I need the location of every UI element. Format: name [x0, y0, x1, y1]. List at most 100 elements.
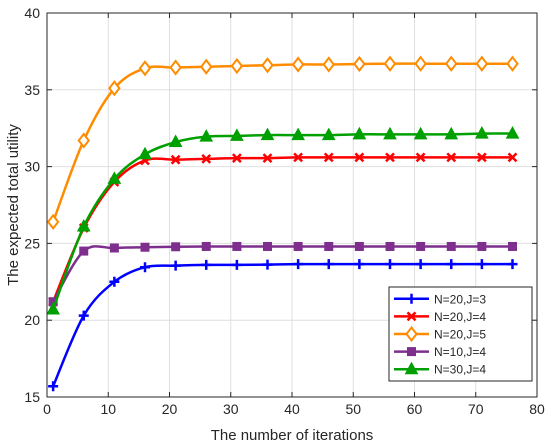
x-tick-label: 20 — [162, 401, 178, 417]
data-point — [231, 153, 242, 164]
data-point — [508, 241, 517, 251]
data-point — [506, 55, 519, 72]
data-point — [385, 152, 395, 163]
series-line — [52, 245, 513, 303]
legend-marker — [406, 311, 417, 322]
data-point — [416, 241, 426, 251]
x-tick-label: 30 — [223, 401, 239, 417]
data-point — [354, 259, 365, 270]
data-point — [291, 56, 305, 73]
legend-marker — [406, 293, 417, 304]
series-n-20-j-5 — [46, 55, 519, 231]
data-point — [170, 154, 181, 165]
y-tick-label: 30 — [24, 159, 40, 175]
data-point — [323, 152, 334, 163]
data-point — [170, 260, 181, 271]
y-tick-label: 20 — [24, 312, 40, 328]
x-axis-label: The number of iterations — [211, 427, 374, 444]
x-tick-label: 40 — [284, 401, 300, 417]
data-point — [385, 241, 395, 251]
data-point — [199, 58, 213, 75]
y-tick-label: 35 — [24, 82, 40, 98]
data-point — [324, 241, 334, 251]
data-point — [109, 276, 120, 287]
data-point — [169, 59, 182, 76]
data-point — [475, 55, 489, 72]
data-point — [232, 241, 242, 251]
data-point — [108, 80, 121, 97]
data-point — [260, 127, 275, 141]
data-point — [230, 128, 244, 141]
y-tick-label: 40 — [24, 5, 40, 21]
data-point — [475, 126, 489, 139]
data-point — [446, 241, 456, 251]
legend-label: N=20,J=5 — [434, 328, 486, 342]
data-point — [140, 242, 150, 252]
data-point — [476, 152, 487, 163]
data-point — [476, 259, 487, 270]
legend-item: N=20,J=3 — [394, 292, 486, 306]
data-point — [383, 55, 397, 72]
legend-marker — [405, 325, 418, 343]
data-point — [383, 126, 397, 140]
data-point — [231, 259, 242, 270]
data-point — [78, 310, 89, 321]
data-point — [415, 152, 426, 163]
data-point — [323, 259, 334, 270]
data-point — [415, 259, 426, 270]
data-point — [168, 134, 183, 148]
data-point — [77, 132, 91, 149]
data-point — [354, 241, 364, 251]
data-point — [138, 146, 152, 160]
data-point — [109, 243, 119, 253]
data-point — [262, 259, 273, 270]
data-point — [507, 259, 518, 270]
data-point — [446, 152, 457, 163]
data-point — [262, 153, 273, 164]
series-n-20-j-3 — [48, 259, 518, 392]
data-point — [48, 381, 59, 392]
x-tick-label: 0 — [43, 401, 51, 417]
data-point — [477, 241, 487, 251]
data-point — [46, 213, 60, 231]
data-point — [352, 126, 367, 140]
y-tick-label: 25 — [24, 235, 40, 251]
legend-marker — [404, 361, 419, 375]
data-point — [140, 262, 150, 273]
series-line — [51, 62, 513, 223]
data-point — [138, 60, 152, 77]
series-line — [51, 262, 513, 387]
legend-item: N=10,J=4 — [394, 345, 486, 359]
series-line — [51, 132, 513, 310]
data-point — [505, 126, 520, 139]
legend-item: N=20,J=4 — [394, 310, 486, 324]
legend: N=20,J=3 N=20,J=4 N=20,J=5 N=10,J=4 N=30,J=4 — [388, 286, 533, 382]
data-point — [413, 126, 428, 140]
legend-item: N=30,J=4 — [394, 361, 486, 377]
legend-label: N=30,J=4 — [434, 363, 486, 377]
series-n-10-j-4 — [48, 241, 517, 307]
data-point — [354, 152, 365, 163]
x-tick-label: 70 — [468, 401, 484, 417]
data-point — [385, 259, 395, 270]
series-layer — [46, 55, 520, 392]
data-point — [446, 259, 457, 270]
legend-item: N=20,J=5 — [394, 325, 486, 343]
data-point — [201, 259, 212, 270]
data-point — [201, 154, 212, 164]
data-point — [263, 241, 272, 251]
data-point — [507, 152, 518, 163]
series-n-30-j-4 — [46, 126, 520, 315]
data-point — [322, 56, 336, 73]
legend-label: N=20,J=4 — [434, 310, 486, 324]
data-point — [261, 57, 274, 74]
series-n-20-j-4 — [48, 152, 518, 307]
data-point — [76, 218, 91, 232]
data-point — [171, 242, 181, 252]
x-tick-label: 50 — [345, 401, 361, 417]
data-point — [46, 301, 60, 315]
data-point — [199, 129, 214, 142]
data-point — [414, 55, 427, 72]
data-point — [230, 57, 244, 75]
legend-label: N=10,J=4 — [434, 345, 486, 359]
